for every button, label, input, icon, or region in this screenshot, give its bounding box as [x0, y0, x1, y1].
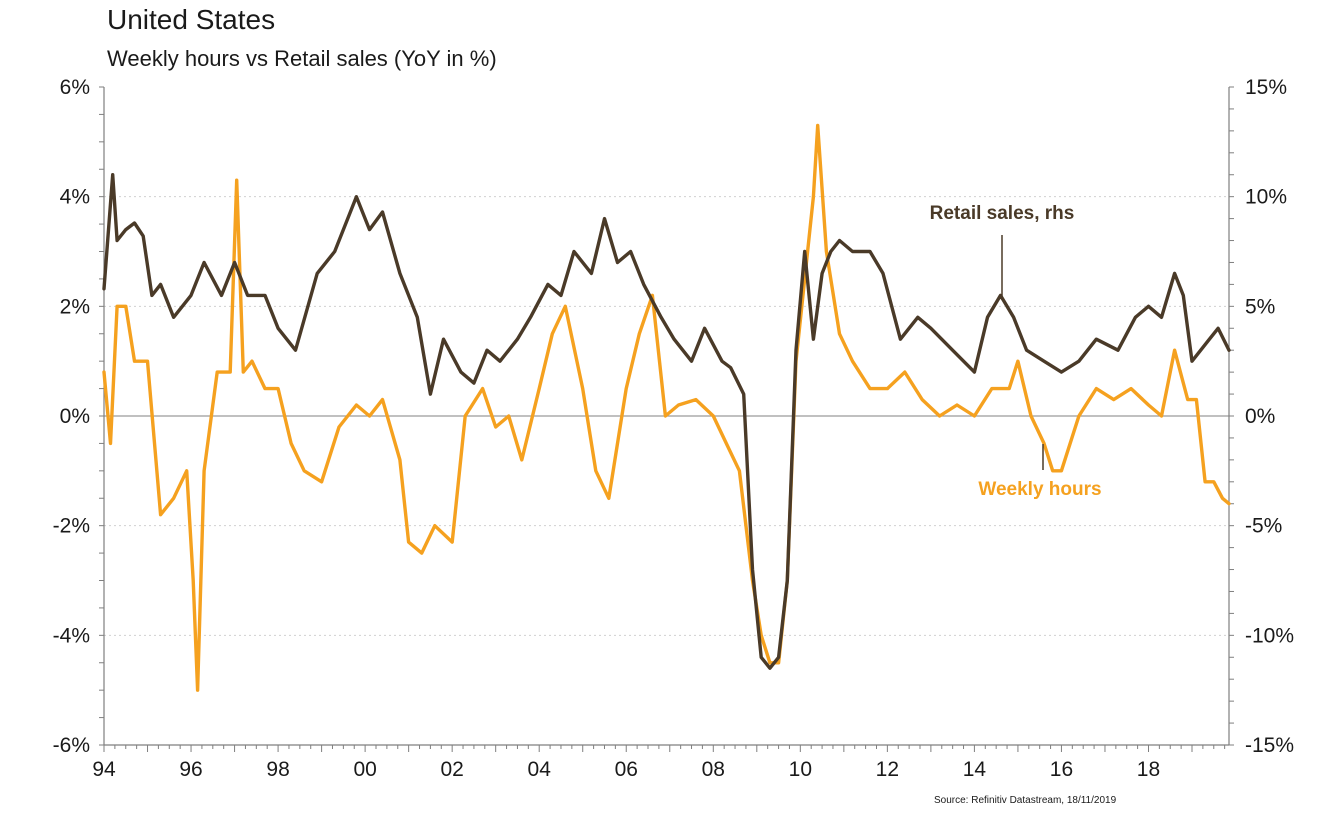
series-line-weekly-hours: [102, 123, 1231, 692]
y-right-tick-label: -5%: [1245, 515, 1282, 538]
y-right-tick-label: 10%: [1245, 186, 1287, 209]
x-tick-label: 10: [789, 758, 812, 781]
series-lines: [102, 123, 1231, 692]
x-tick-label: 94: [92, 758, 116, 781]
x-tick-label: 00: [353, 758, 376, 781]
y-right-tick-label: -10%: [1245, 624, 1294, 647]
x-tick-label: 98: [266, 758, 289, 781]
y-left-tick-label: -2%: [53, 515, 90, 538]
chart-subtitle: Weekly hours vs Retail sales (YoY in %): [107, 46, 497, 71]
x-tick-label: 14: [963, 758, 987, 781]
chart-title: United States: [107, 4, 276, 35]
x-tick-label: 06: [615, 758, 638, 781]
source-note: Source: Refinitiv Datastream, 18/11/2019: [934, 795, 1117, 806]
y-right-tick-label: -15%: [1245, 734, 1294, 757]
annotation-retail-sales: Retail sales, rhs: [930, 203, 1075, 224]
y-left-tick-label: 0%: [60, 405, 90, 428]
annotations: Retail sales, rhs Weekly hours: [930, 203, 1102, 500]
annotation-weekly-hours: Weekly hours: [978, 479, 1101, 500]
x-tick-label: 96: [179, 758, 202, 781]
y-right-tick-label: 5%: [1245, 295, 1275, 318]
y-left-tick-label: 2%: [60, 295, 90, 318]
x-tick-label: 08: [702, 758, 725, 781]
ticks: 6% 4% 2% 0% -2% -4% -6% 15% 10% 5% 0% -5% -10% -15% 94…: [53, 76, 1294, 781]
y-left-tick-label: -6%: [53, 734, 90, 757]
x-tick-label: 04: [528, 758, 552, 781]
series-line-retail-sales: [102, 173, 1231, 670]
x-tick-label: 16: [1050, 758, 1073, 781]
y-right-tick-label: 0%: [1245, 405, 1275, 428]
y-left-tick-label: -4%: [53, 624, 90, 647]
x-tick-label: 12: [876, 758, 899, 781]
y-left-tick-label: 6%: [60, 76, 90, 99]
x-tick-label: 02: [440, 758, 463, 781]
x-tick-label: 18: [1137, 758, 1160, 781]
y-right-tick-label: 15%: [1245, 76, 1287, 99]
y-left-tick-label: 4%: [60, 186, 90, 209]
